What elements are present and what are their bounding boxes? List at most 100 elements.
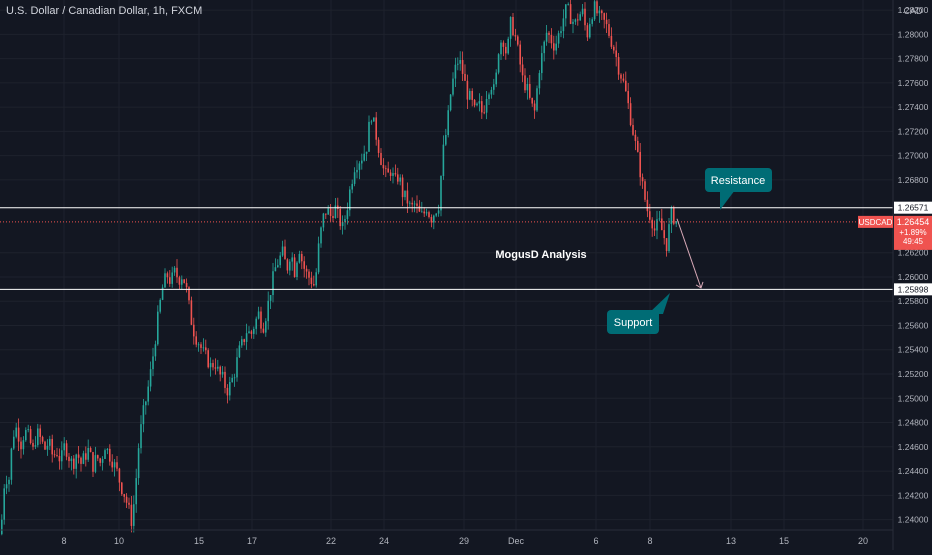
candle-body <box>377 139 380 153</box>
candle-body <box>344 219 346 223</box>
candle-body <box>565 4 567 19</box>
candle-body <box>250 331 253 334</box>
support-callout[interactable]: Support <box>607 293 670 334</box>
y-tick-label: 1.26800 <box>898 175 929 185</box>
candle-body <box>385 168 387 170</box>
candle-body <box>20 441 22 450</box>
candle-body <box>502 42 505 47</box>
candle-body <box>260 311 262 329</box>
candle-body <box>332 215 334 218</box>
candle-body <box>147 386 149 402</box>
x-tick-label: 15 <box>194 536 204 546</box>
candle-body <box>5 484 8 489</box>
x-tick-label: 24 <box>379 536 389 546</box>
candle-body <box>195 336 197 345</box>
candle-body <box>399 177 401 182</box>
candle-body <box>200 344 202 348</box>
candle-body <box>670 207 673 225</box>
candle-body <box>389 172 392 176</box>
candle-body <box>562 18 565 32</box>
y-tick-label: 1.27800 <box>898 54 929 64</box>
price-axis[interactable]: 1.28200 1.28000 1.27800 1.27600 1.27400 1.272… <box>892 0 929 550</box>
projection-arrow[interactable] <box>676 218 704 289</box>
candle-body <box>262 328 265 333</box>
candle-body <box>404 190 406 198</box>
candle-body <box>281 246 284 256</box>
candle-body <box>133 504 135 526</box>
candle-body <box>118 468 121 483</box>
candle-body <box>673 207 675 224</box>
candle-body <box>106 448 109 451</box>
analysis-label: MogusD Analysis <box>495 249 586 261</box>
candle-body <box>130 504 133 526</box>
candle-body <box>620 74 622 79</box>
candle-body <box>521 64 524 76</box>
y-tick-label: 1.25400 <box>898 345 929 355</box>
candle-body <box>497 54 500 73</box>
x-tick-label: 15 <box>779 536 789 546</box>
candle-body <box>421 211 423 213</box>
candle-body <box>493 84 495 90</box>
resistance-callout[interactable]: Resistance <box>705 168 772 210</box>
y-tick-label: 1.27400 <box>898 102 929 112</box>
candle-body <box>152 356 154 370</box>
candle-body <box>329 208 332 216</box>
candle-body <box>351 183 353 190</box>
candle-body <box>651 219 653 229</box>
candle-body <box>495 72 497 85</box>
candle-body <box>373 117 375 122</box>
candle-body <box>3 488 5 520</box>
candle-body <box>207 350 209 368</box>
y-tick-label: 1.28000 <box>898 29 929 39</box>
candle-body <box>413 203 416 205</box>
y-tick-label: 1.24400 <box>898 466 929 476</box>
candle-body <box>113 462 116 468</box>
candle-body <box>581 8 584 15</box>
candle-body <box>58 455 61 462</box>
candle-body <box>435 213 437 216</box>
candle-body <box>87 447 89 460</box>
candle-body <box>298 253 301 263</box>
level-badge-text: 1.26571 <box>898 203 929 213</box>
candle-body <box>75 454 77 469</box>
candle-body <box>101 458 104 463</box>
candle-body <box>613 46 615 51</box>
candle-body <box>653 228 656 231</box>
candle-body <box>279 255 281 266</box>
x-tick-label: 10 <box>114 536 124 546</box>
levels: 1.26571 1.25898 <box>0 201 932 296</box>
candle-body <box>361 160 363 164</box>
candle-body <box>649 211 651 220</box>
candle-body <box>557 33 560 44</box>
candle-body <box>63 443 65 451</box>
y-tick-label: 1.26200 <box>898 248 929 258</box>
y-tick-label: 1.27200 <box>898 126 929 136</box>
candle-body <box>29 429 32 443</box>
time-axis[interactable]: 8 10 15 17 22 24 29 Dec 6 8 13 15 20 <box>0 529 893 546</box>
candle-body <box>445 135 447 145</box>
candle-body <box>140 424 142 449</box>
candle-body <box>346 210 349 220</box>
x-tick-label: Dec <box>508 536 525 546</box>
support-callout-text: Support <box>614 317 653 329</box>
y-tick-label: 1.25000 <box>898 393 929 403</box>
candle-body <box>569 4 572 24</box>
candle-body <box>425 212 428 214</box>
candle-body <box>99 458 101 463</box>
candle-body <box>121 482 123 495</box>
symbol-badge: USDCAD <box>858 215 893 228</box>
candle-body <box>80 457 82 464</box>
candle-body <box>286 259 289 271</box>
candle-body <box>190 300 193 325</box>
candle-body <box>181 279 183 285</box>
candle-body <box>505 46 507 54</box>
candle-body <box>176 267 178 278</box>
candle-body <box>579 14 581 21</box>
y-tick-label: 1.24800 <box>898 418 929 428</box>
candle-body <box>253 328 255 334</box>
candle-body <box>517 36 519 45</box>
candle-body <box>387 168 389 173</box>
candle-body <box>622 78 625 81</box>
